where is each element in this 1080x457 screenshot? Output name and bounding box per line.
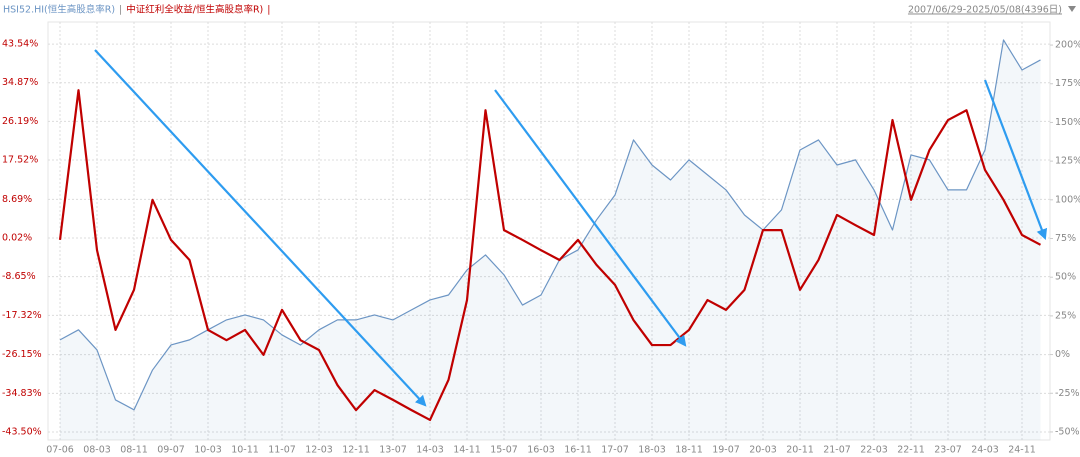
plot-frame [47,21,1051,441]
x-tick-label: 19-07 [712,445,740,456]
y2-tick-label: 0% [1055,349,1070,360]
separator: | [119,5,122,16]
x-tick-label: 20-11 [786,445,814,456]
trend-arrow [494,89,687,347]
x-tick-label: 17-07 [601,445,629,456]
y-tick-label: -26.15% [2,349,42,360]
x-tick-label: 22-03 [860,445,888,456]
y-tick-label: -8.65% [2,271,36,282]
x-tick-label: 24-03 [971,445,999,456]
x-tick-label: 09-07 [157,445,185,456]
y2-tick-label: -25% [1055,388,1080,399]
x-tick-label: 14-11 [453,445,481,456]
y2-tick-label: 150% [1055,117,1080,128]
y-tick-label: 43.54% [2,39,38,50]
x-tick-label: 13-07 [379,445,407,456]
y2-tick-label: -50% [1055,426,1080,437]
x-tick-label: 21-07 [823,445,851,456]
x-tick-label: 18-11 [675,445,703,456]
x-tick-label: 08-11 [120,445,148,456]
x-tick-label: 10-03 [194,445,222,456]
x-tick-label: 11-07 [268,445,296,456]
y-tick-label: -34.83% [2,388,42,399]
y2-tick-label: 125% [1055,156,1080,167]
y2-tick-label: 200% [1055,40,1080,51]
y2-tick-label: 25% [1055,310,1076,321]
y-tick-label: 34.87% [2,77,38,88]
dropdown-icon[interactable] [1068,6,1076,12]
x-tick-label: 16-11 [564,445,592,456]
y2-tick-label: 50% [1055,272,1076,283]
trend-arrow [94,49,427,407]
x-tick-label: 07-06 [46,445,74,456]
x-tick-label: 14-03 [416,445,444,456]
plot [48,22,1053,440]
y-tick-label: 8.69% [2,194,32,205]
y2-tick-label: 75% [1055,233,1076,244]
separator: | [267,5,270,16]
x-tick-label: 18-03 [638,445,666,456]
trend-arrow [983,79,1048,241]
date-range: 2007/06/29-2025/05/08(4396日) [908,5,1062,16]
y-tick-label: 26.19% [2,116,38,127]
x-tick-label: 24-11 [1008,445,1036,456]
area [60,39,1041,440]
x-tick-label: 12-11 [342,445,370,456]
annotations [94,49,1048,407]
y-tick-label: -43.50% [2,426,42,437]
y-tick-label: -17.32% [2,310,42,321]
legend-entry: 中证红利全收益/恒生高股息率R) [126,4,263,16]
y-tick-label: 0.02% [2,233,32,244]
x-tick-label: 23-07 [934,445,962,456]
line [58,89,1042,422]
legend-entry: HSI52.HI(恒生高股息率R) [3,4,115,16]
y-tick-label: 17.52% [2,155,38,166]
x-tick-label: 12-03 [305,445,333,456]
line [59,39,1041,411]
x-tick-label: 20-03 [749,445,777,456]
x-tick-label: 16-03 [527,445,555,456]
y2-tick-label: 175% [1055,78,1080,89]
y2-tick-label: 100% [1055,194,1080,205]
x-tick-label: 15-07 [490,445,518,456]
x-tick-label: 22-11 [897,445,925,456]
x-tick-label: 08-03 [83,445,111,456]
x-tick-label: 10-11 [231,445,259,456]
